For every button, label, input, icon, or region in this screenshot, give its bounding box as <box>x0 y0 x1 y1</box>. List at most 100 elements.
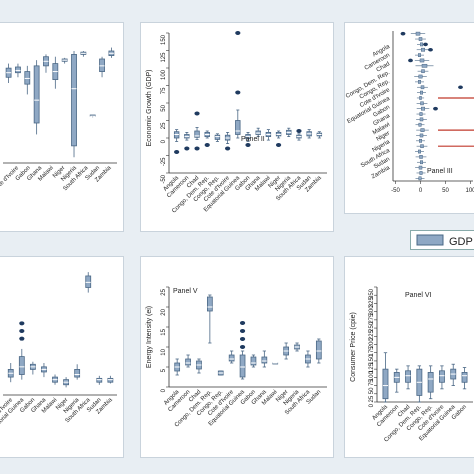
box <box>420 101 424 106</box>
y-tick-label: 125 <box>369 362 375 373</box>
y-tick-label: 0 <box>369 403 375 407</box>
y-tick-label: 250 <box>369 321 375 332</box>
y-tick-label: 50 <box>369 387 375 394</box>
box <box>439 370 445 383</box>
box <box>418 80 421 84</box>
box <box>315 340 322 360</box>
box <box>420 160 423 165</box>
x-tick-label: 100 <box>465 188 474 194</box>
y-axis-title: Economic Growth (GDP) <box>146 69 153 146</box>
y-tick-label: 15 <box>161 328 167 335</box>
panel-6: 350 325 300 275 250 225 200 175 150 125 100 75 50 25 0… <box>344 256 474 458</box>
box <box>415 31 421 36</box>
box <box>418 176 422 181</box>
box <box>96 377 103 383</box>
panel-6-chart: 3503253002752502252001751501251007550250… <box>350 286 473 444</box>
y-tick-label: 350 <box>369 288 375 299</box>
y-tick-label: -25 <box>161 157 167 166</box>
panel-label: Panel VI <box>405 292 432 299</box>
box <box>99 58 105 72</box>
outlier-dot <box>239 337 246 341</box>
y-tick-label: 20 <box>161 308 167 315</box>
y-tick-label: 25 <box>161 288 167 295</box>
box <box>194 130 200 138</box>
box <box>419 155 423 159</box>
box <box>418 37 423 41</box>
box <box>421 63 428 68</box>
y-tick-label: 0 <box>161 139 167 143</box>
panel-3: -50 0 50 100 Angola Cameroon Chad Congo, Dem. R… <box>344 22 474 214</box>
box <box>421 69 425 74</box>
x-tick-label: 50 <box>442 188 449 194</box>
box <box>418 122 422 127</box>
box <box>239 354 246 378</box>
y-tick-label: 125 <box>161 52 167 63</box>
legend-swatch <box>416 234 444 246</box>
legend-label: GDP <box>449 236 473 248</box>
box <box>419 138 422 143</box>
outlier-dot <box>239 321 246 325</box>
panel-2: 150 125 100 75 50 25 0 -25 -50 Angola Cameroon Chad… <box>140 22 334 232</box>
y-tick-label: 300 <box>369 305 375 316</box>
panel-1: Cote d'Ivoire Gabon Ghana Malawi Niger Nigeri… <box>0 22 124 232</box>
box <box>228 354 235 362</box>
y-tick-label: 25 <box>369 395 375 402</box>
box <box>419 96 422 100</box>
box <box>235 120 241 135</box>
box <box>419 117 424 122</box>
panel-2-chart: 1501251007550250-25-50AngolaCameroonChad… <box>146 31 327 215</box>
y-tick-label: 0 <box>161 388 167 392</box>
outlier-dot <box>225 146 231 151</box>
y-tick-label: 25 <box>161 122 167 129</box>
y-tick-label: 150 <box>369 354 375 365</box>
box <box>461 372 468 383</box>
box <box>214 134 221 140</box>
box <box>74 369 81 378</box>
y-tick-label: 10 <box>161 348 167 355</box>
panel-1-chart: Cote d'IvoireGabonGhanaMalawiNigerNigeri… <box>0 47 117 193</box>
outlier-dot <box>245 143 251 147</box>
box <box>185 358 191 366</box>
box <box>421 47 425 52</box>
y-tick-label: 175 <box>369 346 375 357</box>
outlier-dot <box>184 146 190 151</box>
y-tick-label: 100 <box>161 69 167 80</box>
box <box>405 370 411 383</box>
box <box>85 275 92 288</box>
outlier-dot <box>235 31 241 35</box>
box <box>418 74 423 79</box>
box <box>250 356 257 366</box>
y-tick-label: 275 <box>369 313 375 324</box>
box <box>419 58 425 63</box>
box <box>427 372 434 393</box>
box <box>419 133 424 138</box>
box <box>107 377 114 383</box>
outlier-dot <box>400 31 406 36</box>
box <box>418 149 421 154</box>
y-axis-title: Energy Intensity (ei) <box>146 306 153 368</box>
x-tick-label: -50 <box>391 188 400 194</box>
legend-graphic: GDP <box>416 234 473 248</box>
outlier-dot <box>458 85 463 90</box>
box <box>15 66 21 74</box>
box <box>420 85 425 90</box>
outlier-dot <box>296 129 302 133</box>
panel-5: 25 20 15 10 5 0 Angola Cameroon Chad Congo, Dem. … <box>140 256 334 458</box>
box <box>419 112 423 116</box>
outlier-dot <box>275 143 282 147</box>
y-tick-label: 75 <box>369 379 375 386</box>
box <box>418 165 423 170</box>
panel-label: Panel V <box>173 288 198 295</box>
box <box>382 368 389 400</box>
y-tick-label: 5 <box>161 368 167 372</box>
outlier-dot <box>408 58 413 63</box>
box <box>419 171 423 175</box>
box <box>420 42 423 47</box>
y-tick-label: 50 <box>161 104 167 111</box>
y-tick-label: 75 <box>161 87 167 94</box>
y-tick-label: 150 <box>161 34 167 45</box>
outlier-dot <box>239 329 246 333</box>
